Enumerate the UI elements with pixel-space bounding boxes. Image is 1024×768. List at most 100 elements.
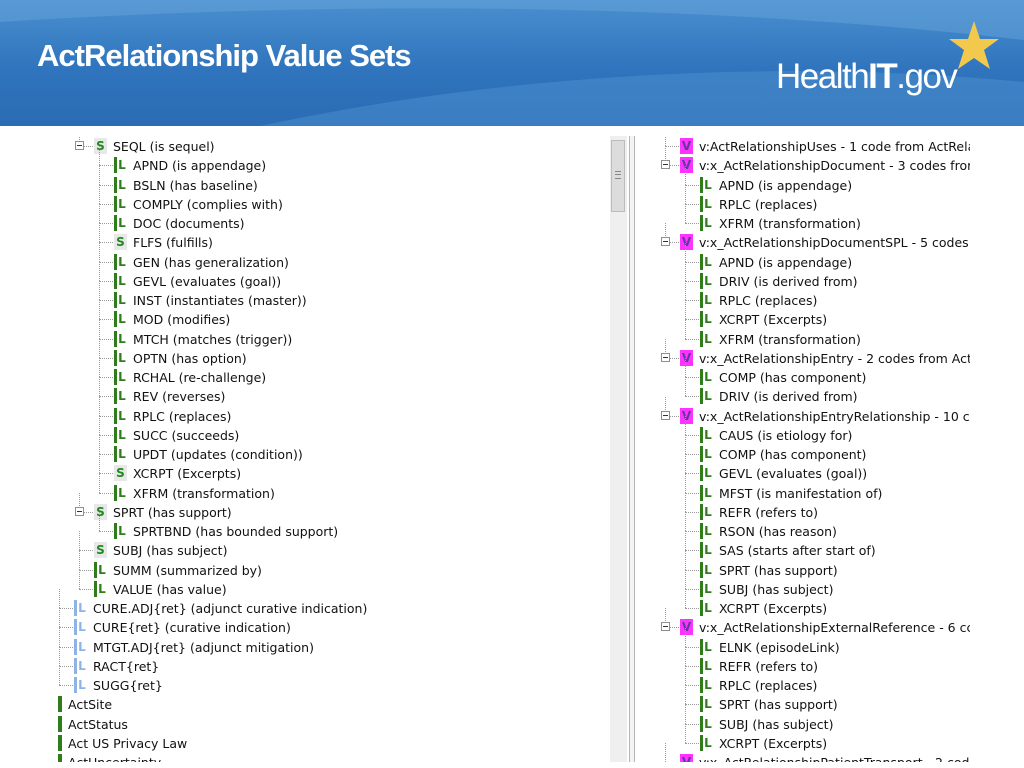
- tree-item[interactable]: ActSite: [58, 695, 610, 714]
- scrollbar-thumb[interactable]: [611, 140, 625, 212]
- tree-item[interactable]: S SPRT (has support): [58, 492, 610, 522]
- tree-item[interactable]: S SUBJ (has subject): [58, 531, 610, 560]
- tree-item[interactable]: L SAS (starts after start of): [656, 531, 970, 560]
- tree-item-label: RPLC (replaces): [719, 678, 818, 693]
- value-set-icon: V: [680, 138, 693, 154]
- tree-item[interactable]: L XCRPT (Excerpts): [656, 589, 970, 618]
- tree-item[interactable]: L SPRTBND (has bounded support): [58, 512, 610, 541]
- leaf-concept-icon: L: [700, 484, 713, 501]
- collapse-toggle-icon[interactable]: [661, 410, 670, 420]
- tree-item[interactable]: L VALUE (has value): [58, 569, 610, 599]
- tree-connector: [79, 588, 93, 590]
- collapse-toggle-icon[interactable]: [661, 160, 670, 170]
- tree-item[interactable]: L MFST (is manifestation of): [656, 473, 970, 503]
- tree-item[interactable]: L RPLC (replaces): [656, 281, 970, 310]
- tree-item[interactable]: Vv:x_ActRelationshipPatientTransport - 2…: [656, 743, 970, 762]
- tree-item[interactable]: L XFRM (transformation): [656, 319, 970, 349]
- tree-connector: [79, 146, 93, 147]
- tree-item[interactable]: S SEQL (is sequel): [58, 136, 610, 156]
- leaf-concept-icon: L: [700, 253, 713, 270]
- tree-item[interactable]: L RACT{ret}: [58, 646, 610, 676]
- tree-connector: [99, 184, 100, 204]
- tree-item[interactable]: L REV (reverses): [58, 377, 610, 406]
- tree-item[interactable]: L REFR (refers to): [656, 646, 970, 676]
- tree-item[interactable]: L ELNK (episodeLink): [656, 627, 970, 657]
- tree-scrollbar[interactable]: [610, 136, 627, 762]
- tree-item[interactable]: L SPRT (has support): [656, 685, 970, 714]
- tree-connector: [685, 589, 686, 608]
- tree-item[interactable]: L DOC (documents): [58, 204, 610, 233]
- tree-connector: [99, 338, 100, 358]
- tree-item[interactable]: L XCRPT (Excerpts): [656, 300, 970, 329]
- tree-item[interactable]: L COMPLY (complies with): [58, 184, 610, 214]
- tree-connector: [685, 300, 699, 301]
- tree-item[interactable]: L GEN (has generalization): [58, 242, 610, 272]
- tree-item[interactable]: L SUMM (summarized by): [58, 550, 610, 580]
- tree-item-label: RSON (has reason): [719, 524, 837, 539]
- tree-item[interactable]: ActStatus: [58, 715, 610, 734]
- tree-item[interactable]: L CAUS (is etiology for): [656, 415, 970, 445]
- tree-item[interactable]: L SUBJ (has subject): [656, 704, 970, 734]
- tree-item[interactable]: L OPTN (has option): [58, 338, 610, 368]
- tree-connector: [99, 435, 100, 454]
- tree-item[interactable]: L MTGT.ADJ{ret} (adjunct mitigation): [58, 627, 610, 657]
- tree-item[interactable]: L COMP (has component): [656, 435, 970, 464]
- tree-connector: [99, 358, 100, 377]
- tree-item[interactable]: L XCRPT (Excerpts): [656, 723, 970, 753]
- tree-connector: [685, 512, 686, 531]
- collapse-toggle-icon[interactable]: [661, 352, 670, 362]
- tree-item[interactable]: L REFR (refers to): [656, 492, 970, 522]
- tree-item[interactable]: L DRIV (is derived from): [656, 377, 970, 406]
- tree-item[interactable]: L RCHAL (re-challenge): [58, 358, 610, 387]
- tree-item[interactable]: L RPLC (replaces): [656, 666, 970, 695]
- tree-item[interactable]: L UPDT (updates (condition)): [58, 435, 610, 464]
- tree-item[interactable]: L XFRM (transformation): [656, 204, 970, 233]
- tree-item[interactable]: L MTCH (matches (trigger)): [58, 319, 610, 349]
- pane-splitter[interactable]: [629, 136, 635, 762]
- left-tree-view[interactable]: S SEQL (is sequel) L APND (is appendage) L BS…: [58, 136, 610, 762]
- tree-item[interactable]: L SUBJ (has subject): [656, 569, 970, 599]
- tree-connector: [685, 396, 699, 398]
- tree-item[interactable]: L COMP (has component): [656, 358, 970, 387]
- collapse-toggle-icon[interactable]: [661, 237, 670, 247]
- tree-item[interactable]: L APND (is appendage): [656, 165, 970, 195]
- tree-item[interactable]: S FLFS (fulfills): [58, 223, 610, 252]
- tree-item-label: MTCH (matches (trigger)): [133, 331, 293, 347]
- tree-item[interactable]: L DRIV (is derived from): [656, 261, 970, 291]
- tree-item[interactable]: L RPLC (replaces): [58, 396, 610, 426]
- tree-item[interactable]: L CURE{ret} (curative indication): [58, 608, 610, 637]
- tree-connector: [665, 146, 666, 166]
- tree-connector: [685, 511, 699, 513]
- collapse-toggle-icon[interactable]: [661, 622, 670, 632]
- collapse-toggle-icon[interactable]: [75, 141, 84, 150]
- tree-item[interactable]: L SUCC (succeeds): [58, 415, 610, 445]
- tree-connector: [685, 204, 686, 223]
- tree-connector: [99, 531, 113, 532]
- tree-item[interactable]: ActUncertainty: [58, 753, 610, 762]
- tree-item[interactable]: L RSON (has reason): [656, 512, 970, 541]
- tree-item[interactable]: L CURE.ADJ{ret} (adjunct curative indicat…: [58, 589, 610, 618]
- tree-connector: [99, 396, 100, 416]
- tree-item[interactable]: L SUGG{ret}: [58, 666, 610, 695]
- tree-item[interactable]: L APND (is appendage): [656, 242, 970, 272]
- tree-connector: [685, 358, 686, 377]
- tree-item[interactable]: L INST (instantiates (master)): [58, 281, 610, 310]
- tree-item[interactable]: L MOD (modifies): [58, 300, 610, 329]
- tree-item[interactable]: L XFRM (transformation): [58, 473, 610, 503]
- tree-item[interactable]: Act US Privacy Law: [58, 734, 610, 753]
- tree-item[interactable]: L BSLN (has baseline): [58, 165, 610, 195]
- tree-item[interactable]: L APND (is appendage): [58, 146, 610, 175]
- collapse-toggle-icon[interactable]: [75, 506, 84, 516]
- tree-item[interactable]: L GEVL (evaluates (goal)): [656, 454, 970, 483]
- tree-item[interactable]: L RPLC (replaces): [656, 184, 970, 214]
- tree-item[interactable]: L SPRT (has support): [656, 550, 970, 580]
- tree-item[interactable]: S XCRPT (Excerpts): [58, 454, 610, 483]
- tree-item[interactable]: L GEVL (evaluates (goal)): [58, 261, 610, 291]
